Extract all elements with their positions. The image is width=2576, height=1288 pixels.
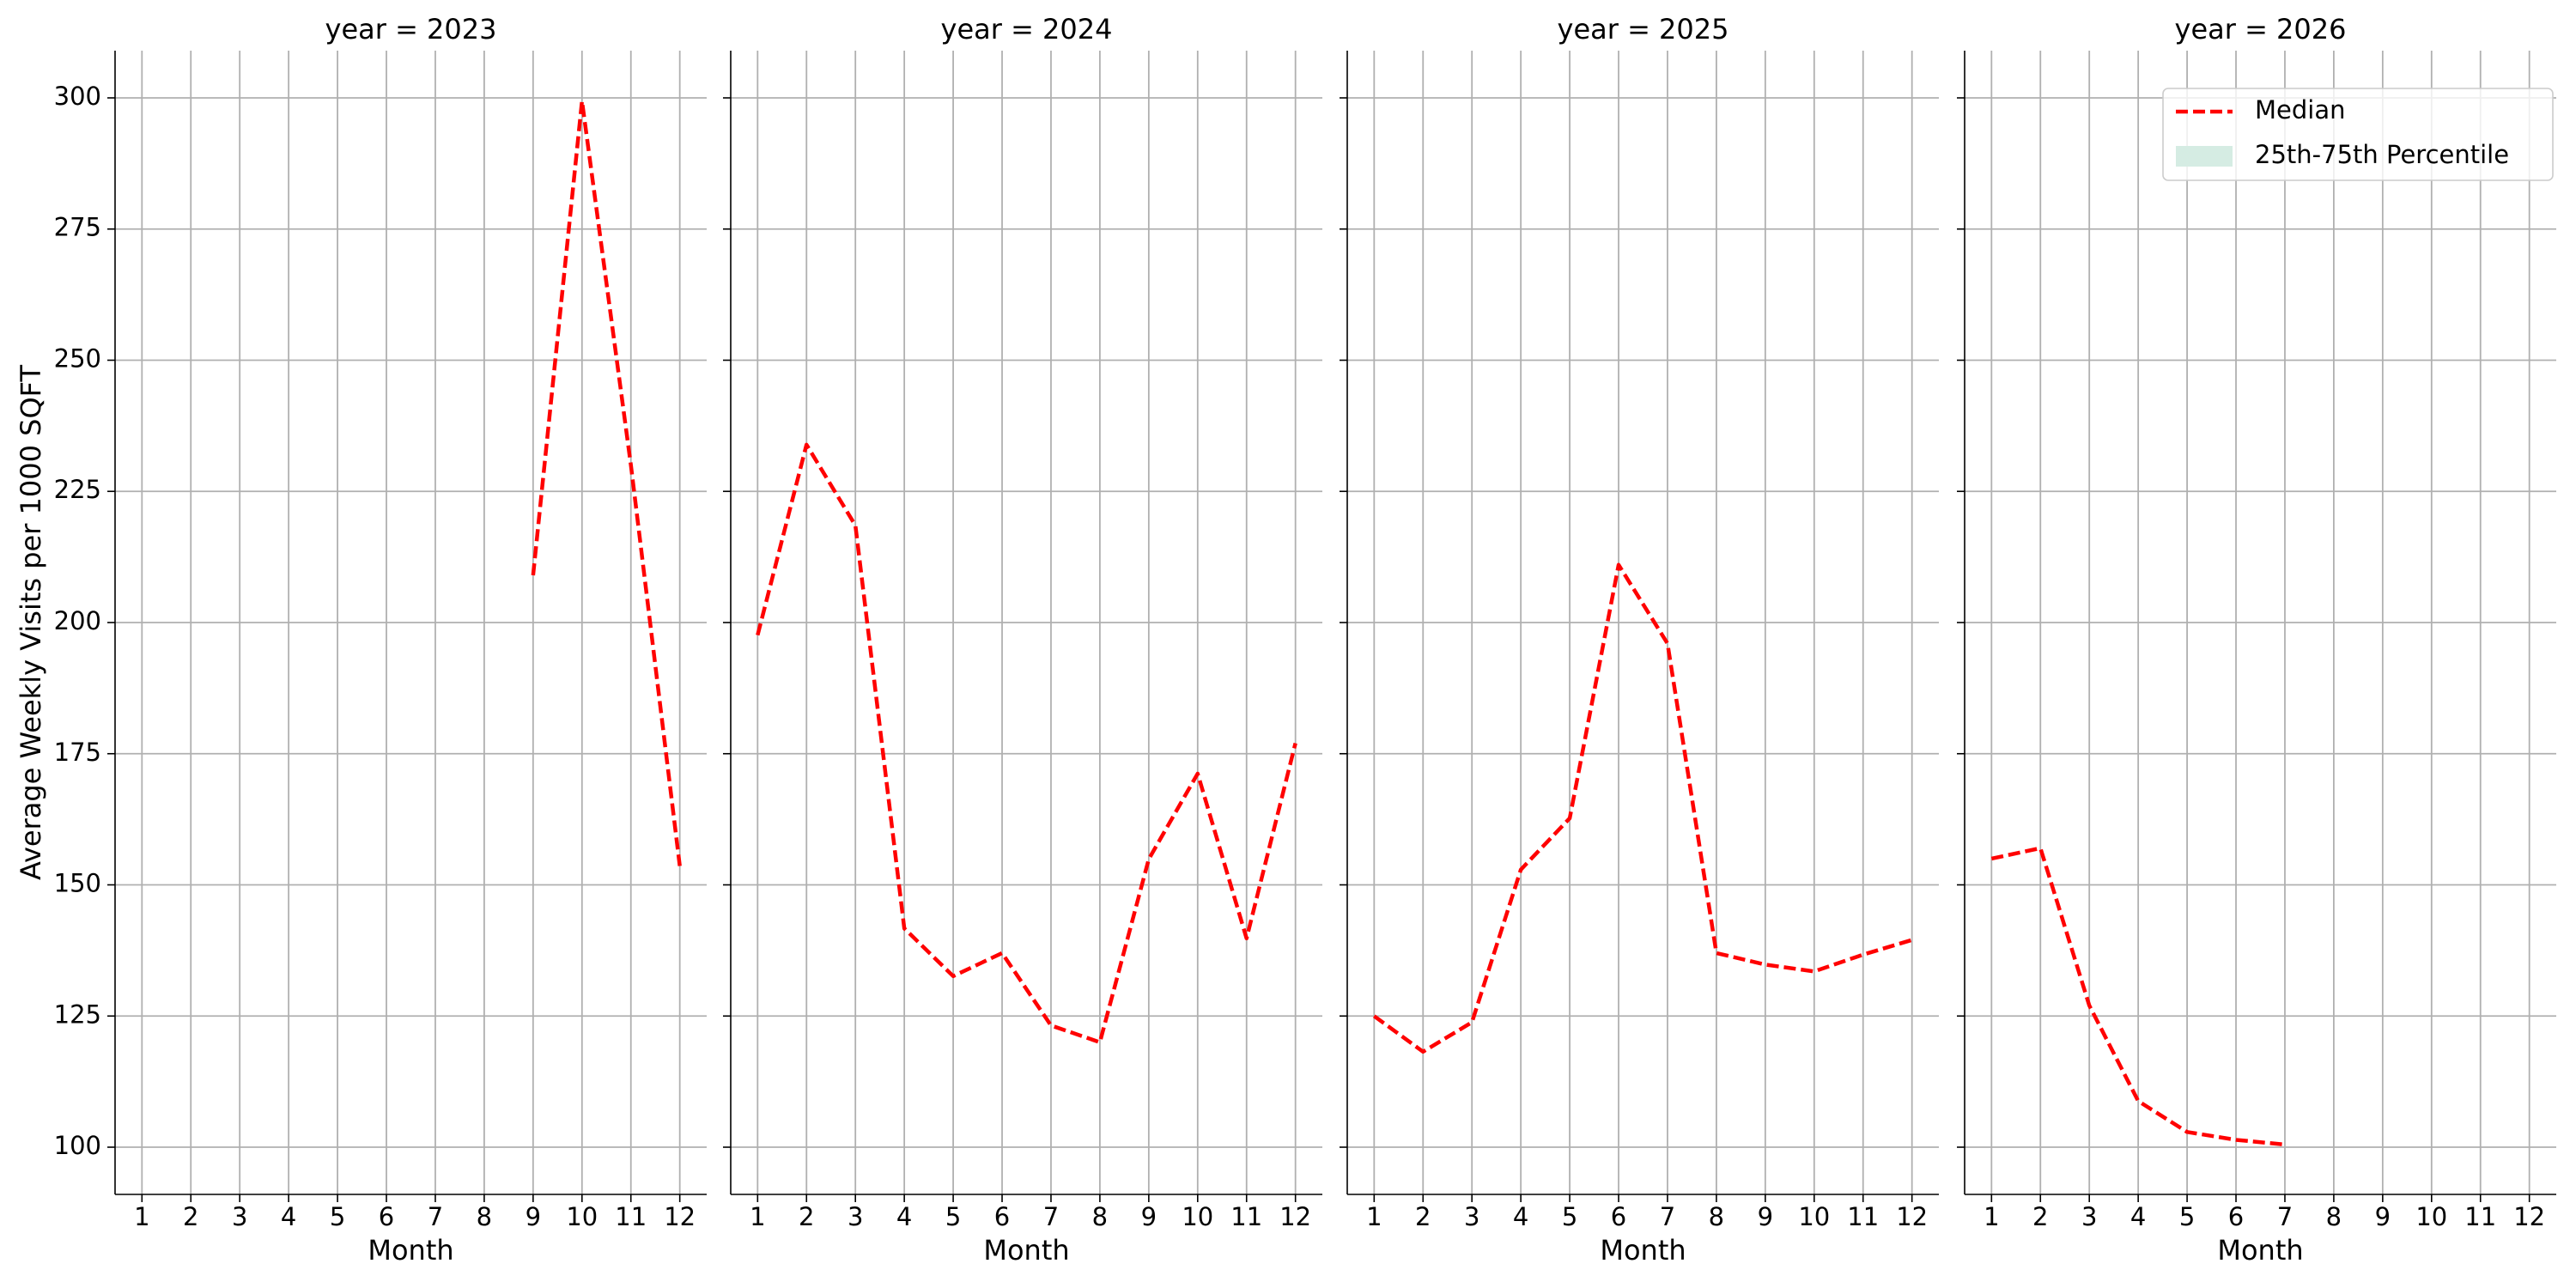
x-tick-label: 11 [1847, 1202, 1879, 1231]
x-tick-label: 8 [1092, 1202, 1108, 1231]
y-tick-label: 100 [54, 1131, 101, 1160]
x-tick-label: 1 [134, 1202, 149, 1231]
y-tick-label: 275 [54, 213, 101, 242]
median-line [1990, 846, 2286, 1147]
x-tick-label: 8 [2326, 1202, 2342, 1231]
median-line [1372, 562, 1913, 1054]
x-tick-label: 8 [1709, 1202, 1724, 1231]
x-tick-label: 7 [428, 1202, 443, 1231]
median-line [756, 442, 1297, 1045]
x-tick-label: 2 [1415, 1202, 1431, 1231]
x-tick-label: 1 [1366, 1202, 1382, 1231]
x-tick-label: 6 [994, 1202, 1010, 1231]
x-tick-label: 7 [2277, 1202, 2293, 1231]
legend-box [2162, 88, 2554, 181]
x-tick-label: 10 [2415, 1202, 2447, 1231]
x-tick-label: 2 [183, 1202, 198, 1231]
x-tick-label: 11 [615, 1202, 647, 1231]
x-tick-label: 9 [526, 1202, 541, 1231]
x-tick-label: 10 [1182, 1202, 1213, 1231]
x-tick-label: 10 [1798, 1202, 1830, 1231]
x-tick-label: 1 [750, 1202, 765, 1231]
y-tick-label: 250 [54, 343, 101, 373]
x-axis-label: Month [983, 1234, 1069, 1267]
legend-label: Median [2255, 95, 2345, 125]
panel-title: year = 2025 [1558, 13, 1729, 46]
panel-title: year = 2024 [941, 13, 1113, 46]
x-tick-label: 4 [2130, 1202, 2146, 1231]
x-tick-label: 7 [1660, 1202, 1675, 1231]
x-tick-label: 5 [945, 1202, 961, 1231]
x-tick-label: 12 [1896, 1202, 1928, 1231]
x-tick-label: 11 [2464, 1202, 2496, 1231]
x-tick-label: 4 [1513, 1202, 1528, 1231]
x-tick-label: 5 [2179, 1202, 2195, 1231]
y-tick-label: 150 [54, 869, 101, 898]
y-tick-label: 300 [54, 82, 101, 111]
x-tick-label: 3 [848, 1202, 863, 1231]
x-tick-label: 11 [1230, 1202, 1262, 1231]
x-axis-label: Month [2217, 1234, 2303, 1267]
median-line [531, 99, 682, 866]
y-tick-label: 225 [54, 475, 101, 504]
x-tick-label: 4 [281, 1202, 296, 1231]
x-tick-label: 12 [2513, 1202, 2545, 1231]
y-tick-label: 200 [54, 606, 101, 635]
x-tick-label: 10 [566, 1202, 598, 1231]
x-tick-label: 2 [2032, 1202, 2048, 1231]
panel-title: year = 2026 [2175, 13, 2347, 46]
x-tick-label: 6 [379, 1202, 394, 1231]
y-axis-label: Average Weekly Visits per 1000 SQFT [15, 364, 47, 880]
legend-swatch [2176, 146, 2233, 167]
x-tick-label: 6 [1611, 1202, 1626, 1231]
x-tick-label: 3 [1464, 1202, 1479, 1231]
x-tick-label: 4 [896, 1202, 912, 1231]
x-tick-label: 5 [1562, 1202, 1577, 1231]
x-tick-label: 3 [232, 1202, 247, 1231]
x-tick-label: 2 [799, 1202, 814, 1231]
x-tick-label: 9 [2375, 1202, 2391, 1231]
x-axis-label: Month [368, 1234, 453, 1267]
legend: Median 25th-75th Percentile [2162, 88, 2554, 181]
x-tick-label: 12 [1279, 1202, 1311, 1231]
y-tick-label: 175 [54, 738, 101, 767]
x-tick-label: 8 [477, 1202, 492, 1231]
x-tick-label: 9 [1141, 1202, 1157, 1231]
x-tick-label: 9 [1758, 1202, 1773, 1231]
x-tick-label: 7 [1043, 1202, 1059, 1231]
x-axis-label: Month [1600, 1234, 1686, 1267]
y-tick-label: 125 [54, 999, 101, 1029]
x-tick-label: 1 [1984, 1202, 1999, 1231]
panel-title: year = 2023 [325, 13, 497, 46]
x-tick-label: 5 [330, 1202, 345, 1231]
x-tick-label: 12 [664, 1202, 696, 1231]
legend-label: 25th-75th Percentile [2255, 140, 2509, 169]
x-tick-label: 6 [2228, 1202, 2244, 1231]
x-tick-label: 3 [2081, 1202, 2097, 1231]
